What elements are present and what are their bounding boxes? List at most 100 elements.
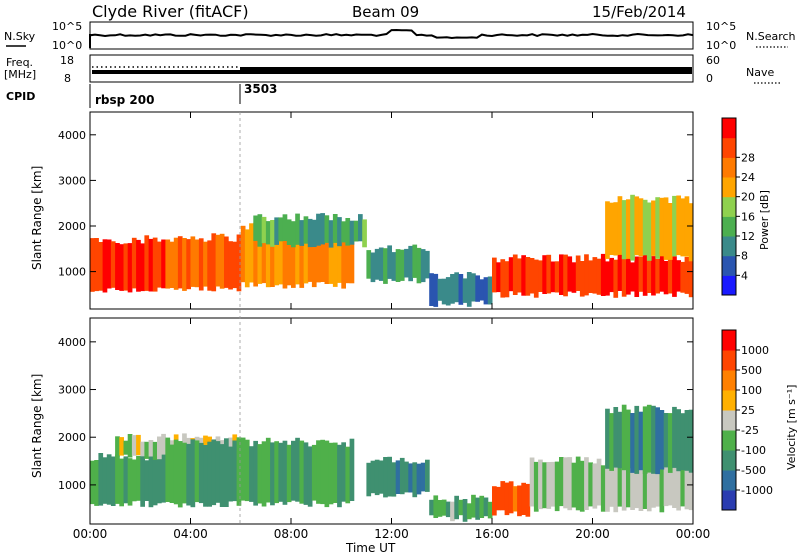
velocity-echo-cell — [291, 440, 296, 501]
power-echo-cell — [504, 261, 510, 298]
velocity-echo-cell — [257, 444, 263, 504]
velocity-echo-cell — [265, 437, 271, 503]
power-echo-cell — [600, 253, 606, 296]
power-echo-cell — [291, 223, 296, 288]
velocity-echo-cell — [127, 458, 133, 506]
velocity-echo-cell — [425, 459, 430, 492]
velocity-echo-cell — [550, 461, 556, 507]
power-echo-cell — [471, 273, 476, 302]
velocity-echo-cell — [617, 459, 623, 507]
power-echo-cell — [454, 272, 459, 303]
velocity-ytick-label: 3000 — [58, 384, 86, 397]
power-echo-cell — [508, 257, 514, 292]
velocity-colorbar-tick-label: -100 — [741, 444, 766, 457]
velocity-echo-cell — [651, 405, 656, 474]
power-echo-cell — [592, 257, 598, 294]
power-echo-cell — [425, 250, 430, 279]
power-echo-cell — [483, 277, 489, 305]
velocity-echo-cell — [462, 499, 468, 522]
velocity-colorbar-tick-label: 500 — [741, 364, 762, 377]
velocity-echo-cell — [479, 495, 485, 518]
power-echo-cell — [458, 274, 464, 305]
power-echo-cell — [630, 262, 635, 292]
velocity-echo-cell — [466, 503, 472, 520]
velocity-echo-cell — [152, 454, 158, 506]
velocity-echo-cell — [274, 441, 279, 504]
power-echo-cell — [450, 274, 455, 304]
power-echo-cell — [211, 233, 217, 292]
velocity-echo-cell — [299, 440, 305, 504]
velocity-echo-cell — [140, 456, 145, 507]
power-echo-cell — [462, 278, 468, 303]
power-echo-cell — [316, 213, 321, 246]
velocity-echo-cell — [165, 437, 171, 502]
velocity-echo-cell — [483, 497, 489, 517]
power-echo-cell — [559, 254, 564, 295]
power-echo-cell — [676, 260, 681, 292]
noise-left-tick-bottom: 10^0 — [52, 39, 82, 52]
velocity-echo-cell — [115, 454, 120, 504]
power-echo-cell — [186, 239, 191, 290]
velocity-echo-cell — [295, 437, 300, 502]
power-echo-cell — [274, 230, 279, 286]
power-colorbar-tick-label: 4 — [741, 269, 748, 282]
power-echo-cell — [487, 276, 493, 305]
velocity-echo-cell — [655, 462, 660, 507]
freq-left-label-1: Freq. — [6, 56, 33, 69]
power-echo-cell — [391, 252, 397, 281]
cpid-segment-1: rbsp 200 — [95, 93, 154, 107]
power-echo-cell — [672, 195, 677, 257]
power-echo-cell — [203, 241, 208, 287]
power-colorbar-swatch — [722, 216, 736, 237]
power-echo-cell — [680, 198, 686, 257]
velocity-echo-cell — [525, 483, 531, 517]
velocity-echo-cell — [676, 458, 681, 511]
power-echo-cell — [642, 253, 648, 296]
power-echo-cell — [236, 234, 242, 292]
power-echo-cell — [265, 221, 271, 245]
velocity-colorbar-swatch — [722, 410, 736, 431]
velocity-echo-cell — [646, 460, 652, 512]
power-colorbar-swatch — [722, 196, 736, 217]
velocity-echo-cell — [579, 460, 585, 512]
power-echo-cell — [278, 222, 284, 285]
power-colorbar-swatch — [722, 275, 736, 296]
power-echo-cell — [198, 238, 204, 291]
freq-left-label-2: [MHz] — [4, 68, 36, 81]
velocity-echo-cell — [161, 452, 166, 503]
velocity-echo-cell — [412, 462, 418, 498]
noise-right-tick-top: 10^5 — [706, 20, 736, 33]
velocity-colorbar-tick-label: 25 — [741, 404, 755, 417]
velocity-echo-cell — [123, 456, 129, 504]
power-echo-cell — [387, 245, 392, 279]
velocity-echo-cell — [320, 439, 325, 505]
power-echo-cell — [680, 261, 686, 293]
power-echo-cell — [316, 226, 321, 283]
velocity-echo-cell — [651, 465, 656, 508]
power-echo-cell — [563, 254, 568, 297]
power-echo-cell — [228, 241, 233, 290]
velocity-echo-cell — [203, 445, 208, 507]
power-ylabel: Slant Range [km] — [30, 166, 44, 270]
power-echo-cell — [274, 217, 279, 245]
velocity-echo-cell — [253, 440, 258, 506]
velocity-ytick-label: 4000 — [58, 336, 86, 349]
power-echo-cell — [173, 237, 179, 290]
velocity-colorbar-swatch — [722, 330, 736, 351]
velocity-echo-cell — [420, 462, 426, 492]
power-echo-cell — [324, 225, 330, 284]
power-echo-cell — [370, 252, 376, 283]
velocity-echo-cell — [282, 440, 288, 505]
velocity-echo-cell — [517, 485, 522, 517]
velocity-echo-cell — [638, 463, 644, 511]
power-echo-cell — [295, 213, 300, 245]
power-echo-cell — [94, 238, 99, 292]
velocity-echo-cell — [157, 453, 162, 504]
power-echo-cell — [437, 278, 443, 301]
velocity-echo-cell — [182, 442, 187, 504]
velocity-echo-cell — [148, 452, 154, 508]
velocity-echo-cell — [667, 413, 673, 473]
power-echo-cell — [626, 199, 631, 259]
power-echo-cell — [596, 258, 602, 295]
velocity-echo-cell — [131, 435, 137, 456]
